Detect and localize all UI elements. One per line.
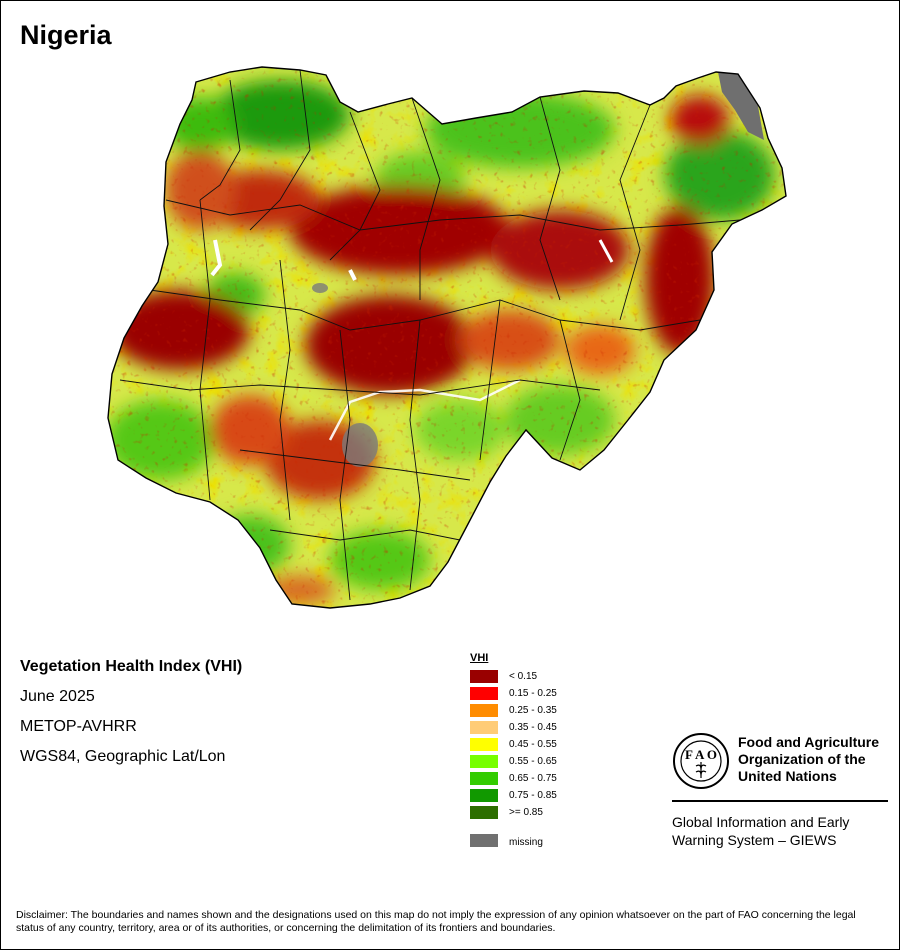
disclaimer: Disclaimer: The boundaries and names sho… [16, 909, 856, 934]
org-name-line: Organization of the [738, 751, 866, 767]
legend-label: 0.25 - 0.35 [509, 705, 557, 716]
period: June 2025 [20, 688, 95, 705]
legend-label: 0.65 - 0.75 [509, 773, 557, 784]
org-name-line: United Nations [738, 768, 837, 784]
divider [672, 800, 888, 802]
fao-logo-icon: F A O [673, 733, 729, 789]
svg-text:F A O: F A O [685, 747, 717, 762]
legend-label: 0.15 - 0.25 [509, 688, 557, 699]
legend-swatch [470, 721, 498, 734]
legend-label: 0.75 - 0.85 [509, 790, 557, 801]
system-name: Global Information and Early Warning Sys… [672, 813, 892, 849]
map-area [107, 66, 787, 609]
legend-swatch [470, 772, 498, 785]
index-name: Vegetation Health Index (VHI) [20, 658, 243, 675]
legend-swatch-missing [470, 834, 498, 847]
legend-swatch [470, 755, 498, 768]
legend-row: 0.45 - 0.55 [470, 736, 557, 753]
legend-title: VHI [470, 652, 489, 664]
legend-row: >= 0.85 [470, 804, 543, 821]
vhi-legend: VHI < 0.15 0.15 - 0.25 0.25 - 0.35 0.35 - 0… [470, 652, 557, 849]
legend-missing: missing [470, 832, 543, 849]
org-name-line: Food and Agriculture [738, 734, 880, 750]
legend-row: 0.25 - 0.35 [470, 702, 557, 719]
map-title: Nigeria [20, 20, 112, 50]
legend-swatch [470, 738, 498, 751]
legend-swatch [470, 789, 498, 802]
legend-row: 0.75 - 0.85 [470, 787, 557, 804]
projection: WGS84, Geographic Lat/Lon [20, 748, 226, 765]
system-name-line: Warning System – GIEWS [672, 832, 837, 848]
legend-swatch [470, 670, 498, 683]
legend-swatch [470, 704, 498, 717]
legend-swatch [470, 806, 498, 819]
map-info: Vegetation Health Index (VHI) June 2025 … [20, 657, 242, 777]
legend-label: 0.35 - 0.45 [509, 722, 557, 733]
sensor: METOP-AVHRR [20, 718, 137, 735]
legend-label: 0.55 - 0.65 [509, 756, 557, 767]
legend-label-missing: missing [509, 837, 543, 848]
legend-row: 0.55 - 0.65 [470, 753, 557, 770]
legend-row: 0.65 - 0.75 [470, 770, 557, 787]
legend-row: 0.35 - 0.45 [470, 719, 557, 736]
org-name: Food and Agriculture Organization of the… [738, 734, 890, 785]
system-name-line: Global Information and Early [672, 814, 850, 830]
legend-classes: < 0.15 0.15 - 0.25 0.25 - 0.35 0.35 - 0.45 0… [470, 668, 557, 821]
nigeria-vhi-map [107, 66, 787, 609]
legend-label: >= 0.85 [509, 807, 543, 818]
legend-swatch [470, 687, 498, 700]
legend-label: 0.45 - 0.55 [509, 739, 557, 750]
legend-row: < 0.15 [470, 668, 537, 685]
legend-row: 0.15 - 0.25 [470, 685, 557, 702]
legend-label: < 0.15 [509, 671, 538, 682]
